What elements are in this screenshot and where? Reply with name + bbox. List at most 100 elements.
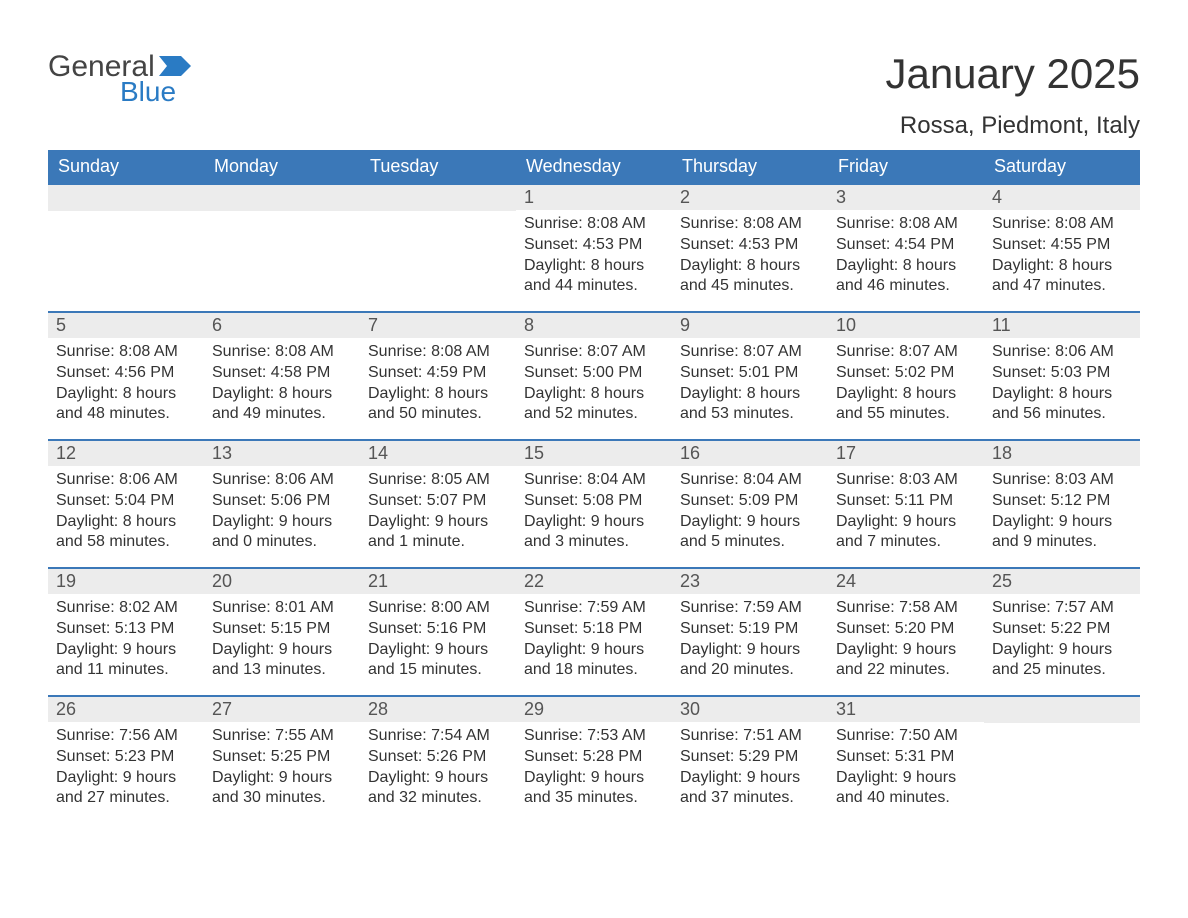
day-cell: 3Sunrise: 8:08 AMSunset: 4:54 PMDaylight…	[828, 184, 984, 312]
day-body: Sunrise: 8:03 AMSunset: 5:12 PMDaylight:…	[984, 466, 1140, 561]
daylight-line-2: and 32 minutes.	[368, 788, 508, 809]
day-body: Sunrise: 8:08 AMSunset: 4:56 PMDaylight:…	[48, 338, 204, 433]
daynum-bar: 1	[516, 185, 672, 210]
day-cell: 28Sunrise: 7:54 AMSunset: 5:26 PMDayligh…	[360, 696, 516, 824]
daylight-line-2: and 0 minutes.	[212, 532, 352, 553]
sunset-line: Sunset: 4:54 PM	[836, 235, 976, 256]
day-body: Sunrise: 7:53 AMSunset: 5:28 PMDaylight:…	[516, 722, 672, 817]
day-header: Saturday	[984, 150, 1140, 184]
daynum-bar: 25	[984, 569, 1140, 594]
daylight-line-1: Daylight: 9 hours	[524, 640, 664, 661]
sunset-line: Sunset: 5:31 PM	[836, 747, 976, 768]
daynum-bar: 20	[204, 569, 360, 594]
sunrise-line: Sunrise: 7:59 AM	[680, 598, 820, 619]
day-cell: 25Sunrise: 7:57 AMSunset: 5:22 PMDayligh…	[984, 568, 1140, 696]
week-row: 12Sunrise: 8:06 AMSunset: 5:04 PMDayligh…	[48, 440, 1140, 568]
day-body: Sunrise: 8:08 AMSunset: 4:58 PMDaylight:…	[204, 338, 360, 433]
daylight-line-1: Daylight: 9 hours	[368, 512, 508, 533]
daylight-line-1: Daylight: 9 hours	[212, 640, 352, 661]
daylight-line-1: Daylight: 8 hours	[212, 384, 352, 405]
daynum-bar: 30	[672, 697, 828, 722]
day-body: Sunrise: 8:01 AMSunset: 5:15 PMDaylight:…	[204, 594, 360, 689]
day-cell: 20Sunrise: 8:01 AMSunset: 5:15 PMDayligh…	[204, 568, 360, 696]
daynum-bar: 7	[360, 313, 516, 338]
day-header: Monday	[204, 150, 360, 184]
sunrise-line: Sunrise: 8:06 AM	[992, 342, 1132, 363]
day-cell: 30Sunrise: 7:51 AMSunset: 5:29 PMDayligh…	[672, 696, 828, 824]
sunrise-line: Sunrise: 8:07 AM	[524, 342, 664, 363]
daynum-bar: 13	[204, 441, 360, 466]
day-cell: 23Sunrise: 7:59 AMSunset: 5:19 PMDayligh…	[672, 568, 828, 696]
sunset-line: Sunset: 4:53 PM	[524, 235, 664, 256]
sunset-line: Sunset: 5:07 PM	[368, 491, 508, 512]
daylight-line-1: Daylight: 9 hours	[836, 512, 976, 533]
day-body: Sunrise: 8:07 AMSunset: 5:00 PMDaylight:…	[516, 338, 672, 433]
sunrise-line: Sunrise: 8:06 AM	[212, 470, 352, 491]
day-body: Sunrise: 7:59 AMSunset: 5:18 PMDaylight:…	[516, 594, 672, 689]
day-cell: 11Sunrise: 8:06 AMSunset: 5:03 PMDayligh…	[984, 312, 1140, 440]
daylight-line-2: and 58 minutes.	[56, 532, 196, 553]
calendar-body: 1Sunrise: 8:08 AMSunset: 4:53 PMDaylight…	[48, 184, 1140, 824]
day-cell: 18Sunrise: 8:03 AMSunset: 5:12 PMDayligh…	[984, 440, 1140, 568]
day-header-row: SundayMondayTuesdayWednesdayThursdayFrid…	[48, 150, 1140, 184]
daylight-line-2: and 37 minutes.	[680, 788, 820, 809]
daylight-line-1: Daylight: 9 hours	[212, 512, 352, 533]
daylight-line-1: Daylight: 9 hours	[524, 768, 664, 789]
daylight-line-2: and 50 minutes.	[368, 404, 508, 425]
daylight-line-1: Daylight: 9 hours	[680, 768, 820, 789]
day-cell: 5Sunrise: 8:08 AMSunset: 4:56 PMDaylight…	[48, 312, 204, 440]
sunrise-line: Sunrise: 8:08 AM	[56, 342, 196, 363]
day-cell: 2Sunrise: 8:08 AMSunset: 4:53 PMDaylight…	[672, 184, 828, 312]
day-body: Sunrise: 8:08 AMSunset: 4:55 PMDaylight:…	[984, 210, 1140, 305]
daylight-line-2: and 35 minutes.	[524, 788, 664, 809]
day-cell: 22Sunrise: 7:59 AMSunset: 5:18 PMDayligh…	[516, 568, 672, 696]
sunset-line: Sunset: 5:19 PM	[680, 619, 820, 640]
daylight-line-1: Daylight: 8 hours	[836, 384, 976, 405]
daynum-bar: 6	[204, 313, 360, 338]
day-cell: 24Sunrise: 7:58 AMSunset: 5:20 PMDayligh…	[828, 568, 984, 696]
daynum-bar: 2	[672, 185, 828, 210]
daylight-line-1: Daylight: 9 hours	[56, 640, 196, 661]
sunrise-line: Sunrise: 8:08 AM	[680, 214, 820, 235]
daynum-bar: 15	[516, 441, 672, 466]
sunrise-line: Sunrise: 7:50 AM	[836, 726, 976, 747]
daynum-bar: 21	[360, 569, 516, 594]
day-body: Sunrise: 8:08 AMSunset: 4:53 PMDaylight:…	[516, 210, 672, 305]
daynum-bar: 31	[828, 697, 984, 722]
daynum-bar: 11	[984, 313, 1140, 338]
sunset-line: Sunset: 5:09 PM	[680, 491, 820, 512]
daynum-bar: 10	[828, 313, 984, 338]
sunrise-line: Sunrise: 8:03 AM	[836, 470, 976, 491]
day-body: Sunrise: 8:04 AMSunset: 5:09 PMDaylight:…	[672, 466, 828, 561]
daylight-line-1: Daylight: 9 hours	[212, 768, 352, 789]
sunrise-line: Sunrise: 8:04 AM	[524, 470, 664, 491]
location-label: Rossa, Piedmont, Italy	[885, 112, 1140, 140]
sunrise-line: Sunrise: 8:01 AM	[212, 598, 352, 619]
sunset-line: Sunset: 5:18 PM	[524, 619, 664, 640]
day-body: Sunrise: 8:05 AMSunset: 5:07 PMDaylight:…	[360, 466, 516, 561]
sunset-line: Sunset: 5:29 PM	[680, 747, 820, 768]
daylight-line-2: and 40 minutes.	[836, 788, 976, 809]
daylight-line-2: and 5 minutes.	[680, 532, 820, 553]
sunrise-line: Sunrise: 8:04 AM	[680, 470, 820, 491]
sunset-line: Sunset: 5:08 PM	[524, 491, 664, 512]
daylight-line-1: Daylight: 8 hours	[56, 384, 196, 405]
day-body: Sunrise: 7:56 AMSunset: 5:23 PMDaylight:…	[48, 722, 204, 817]
daynum-bar: 8	[516, 313, 672, 338]
daynum-bar: 16	[672, 441, 828, 466]
daylight-line-2: and 1 minute.	[368, 532, 508, 553]
daynum-bar: 29	[516, 697, 672, 722]
daylight-line-1: Daylight: 8 hours	[368, 384, 508, 405]
daylight-line-1: Daylight: 9 hours	[56, 768, 196, 789]
sunset-line: Sunset: 5:23 PM	[56, 747, 196, 768]
daynum-bar-empty	[984, 697, 1140, 723]
daylight-line-2: and 44 minutes.	[524, 276, 664, 297]
daylight-line-2: and 48 minutes.	[56, 404, 196, 425]
daynum-bar: 12	[48, 441, 204, 466]
day-body: Sunrise: 7:51 AMSunset: 5:29 PMDaylight:…	[672, 722, 828, 817]
daylight-line-2: and 47 minutes.	[992, 276, 1132, 297]
month-title: January 2025	[885, 50, 1140, 98]
daynum-bar: 27	[204, 697, 360, 722]
sunset-line: Sunset: 5:28 PM	[524, 747, 664, 768]
day-header: Friday	[828, 150, 984, 184]
